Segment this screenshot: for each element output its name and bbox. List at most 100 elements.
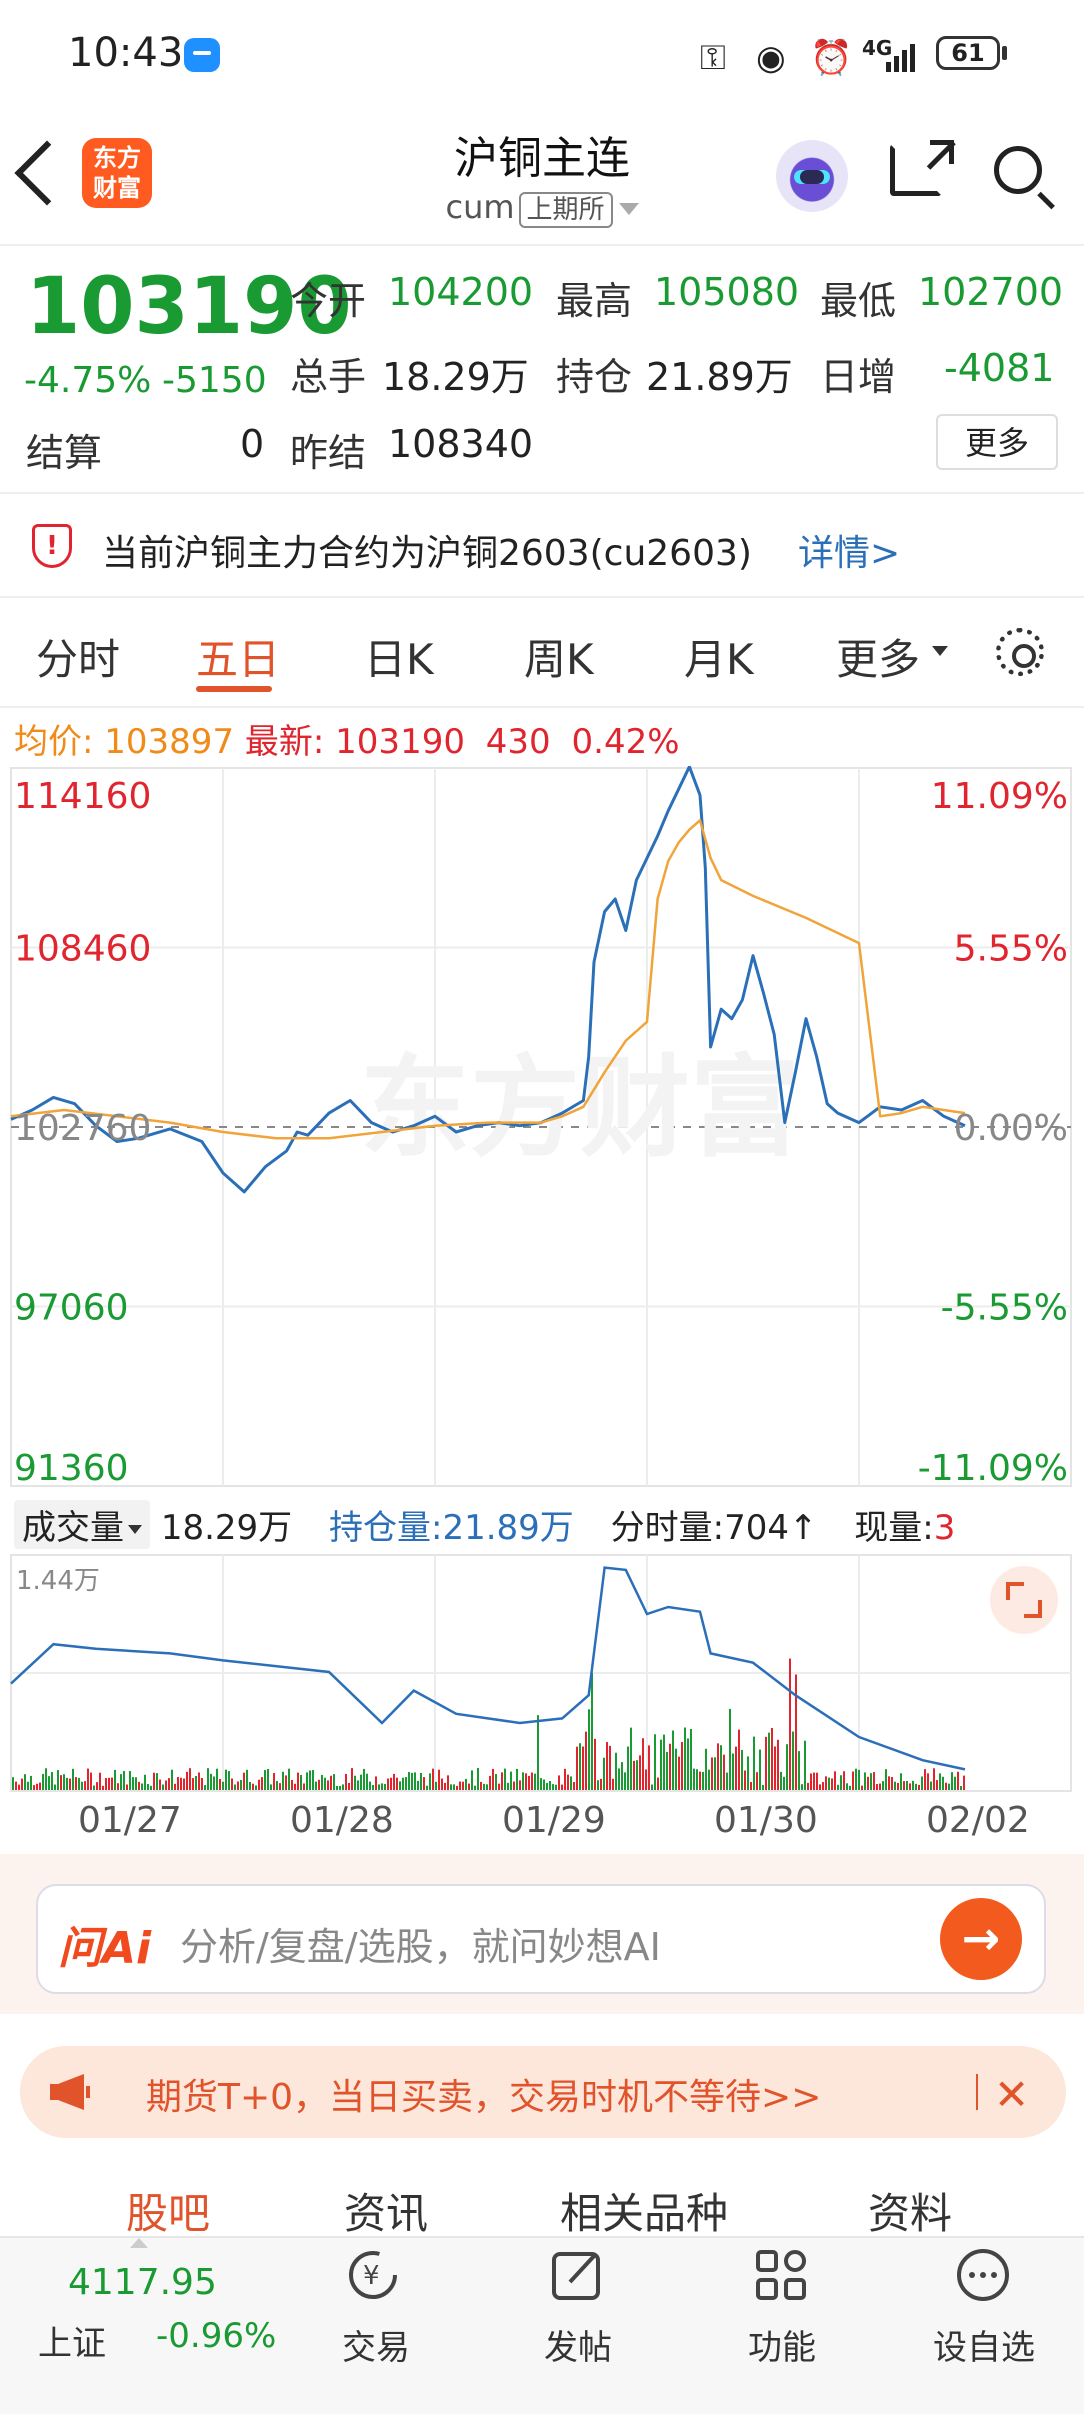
volume-bar — [573, 1782, 575, 1790]
volume-bar — [45, 1768, 47, 1790]
avg-label: 均价: — [14, 722, 94, 762]
ai-robot-icon[interactable] — [776, 140, 848, 212]
ai-input-placeholder[interactable]: 分析/复盘/选股，就问妙想AI — [180, 1925, 661, 1969]
volume-bar — [42, 1773, 44, 1790]
volume-bar — [729, 1708, 731, 1790]
nav-trade-label[interactable]: 交易 — [342, 2328, 410, 2368]
volume-selector[interactable]: 成交量 — [14, 1500, 150, 1549]
volume-bar — [942, 1776, 944, 1790]
y-left-tick-label: 102760 — [14, 1108, 151, 1149]
chevron-down-icon — [932, 646, 948, 656]
volume-bar — [921, 1776, 923, 1790]
tab-profile[interactable]: 资料 — [868, 2189, 953, 2238]
volume-bar — [510, 1771, 512, 1790]
volume-bar — [756, 1772, 758, 1790]
tab-weekly-k[interactable]: 周K — [524, 635, 594, 684]
search-icon[interactable] — [994, 146, 1042, 194]
volume-bar — [957, 1771, 959, 1790]
volume-bar — [813, 1772, 815, 1790]
nav-functions-label[interactable]: 功能 — [748, 2328, 816, 2368]
volume-bar — [54, 1784, 56, 1790]
tab-five-day[interactable]: 五日 — [196, 635, 281, 684]
volume-bar — [30, 1775, 32, 1790]
promo-text[interactable]: 期货T+0，当日买卖，交易时机不等待>> — [146, 2077, 822, 2118]
more-circle-icon[interactable] — [954, 2246, 1012, 2304]
tab-news[interactable]: 资讯 — [344, 2189, 429, 2238]
tab-daily-k[interactable]: 日K — [364, 635, 434, 684]
volume-bar — [591, 1672, 593, 1790]
close-icon[interactable]: ✕ — [994, 2070, 1030, 2119]
nav-watchlist-label[interactable]: 设自选 — [933, 2328, 1035, 2368]
contract-subtitle[interactable]: cum 上期所 — [342, 188, 742, 228]
volume-bar — [684, 1727, 686, 1790]
volume-bar — [258, 1779, 260, 1790]
volume-bar — [771, 1727, 773, 1790]
volume-bar — [153, 1772, 155, 1790]
tab-monthly-k[interactable]: 月K — [684, 635, 754, 684]
share-arrow-head — [930, 140, 954, 164]
volume-bar — [192, 1778, 194, 1790]
volume-bar — [69, 1778, 71, 1790]
volume-bar — [276, 1781, 278, 1790]
grid-icon[interactable] — [752, 2246, 810, 2304]
tab-guba[interactable]: 股吧 — [126, 2189, 211, 2238]
index-value[interactable]: 4117.95 — [68, 2262, 217, 2303]
volume-bar — [738, 1729, 740, 1790]
volume-bar — [714, 1757, 716, 1790]
volume-bar — [690, 1728, 692, 1790]
tab-more[interactable]: 更多 — [836, 635, 921, 684]
volume-bar — [804, 1740, 806, 1790]
index-name[interactable]: 上证 — [38, 2324, 106, 2364]
volume-bar — [417, 1780, 419, 1790]
volume-bars — [12, 1658, 965, 1790]
volume-bar — [618, 1768, 620, 1790]
volume-grid — [10, 1554, 1072, 1792]
tab-related[interactable]: 相关品种 — [560, 2189, 729, 2238]
ai-search-box[interactable] — [36, 1884, 1046, 1994]
open-value: 104200 — [388, 270, 534, 314]
volume-bar — [450, 1784, 452, 1790]
arrow-right-icon[interactable]: → — [940, 1898, 1022, 1980]
price-chart[interactable]: 东方财富 114160 11.09%108460 5.55%102760 0.00%9… — [10, 766, 1074, 1496]
more-button[interactable]: 更多 — [936, 414, 1058, 470]
tab-intraday[interactable]: 分时 — [36, 635, 121, 684]
nav-post-label[interactable]: 发帖 — [544, 2328, 612, 2368]
gear-icon[interactable] — [996, 628, 1044, 676]
back-icon[interactable] — [14, 140, 80, 206]
volume-bar — [831, 1778, 833, 1790]
chevron-down-icon — [128, 1525, 142, 1534]
volume-bar — [579, 1743, 581, 1790]
yuan-exchange-icon[interactable]: ¥ — [344, 2246, 402, 2304]
volume-chart[interactable] — [10, 1554, 1074, 1794]
open-interest-series — [10, 1566, 966, 1771]
volume-selector-label: 成交量 — [22, 1508, 124, 1548]
volume-max-label: 1.44万 — [16, 1566, 100, 1596]
index-change[interactable]: -0.96% — [156, 2316, 277, 2356]
volume-bar — [489, 1775, 491, 1790]
date-label: 01/30 — [714, 1800, 818, 1841]
volume-label: 总手 — [290, 355, 367, 399]
megaphone-icon — [50, 2074, 90, 2110]
volume-bar — [189, 1768, 191, 1790]
volume-bar — [654, 1734, 656, 1790]
open-interest-value: 21.89万 — [442, 1508, 574, 1548]
volume-bar — [306, 1772, 308, 1790]
expand-icon[interactable] — [990, 1566, 1058, 1634]
volume-bar — [603, 1757, 605, 1790]
edit-icon[interactable] — [548, 2246, 606, 2304]
promo-banner[interactable] — [20, 2046, 1066, 2138]
volume-bar — [645, 1769, 647, 1790]
y-right-tick-label: 5.55% — [954, 929, 1068, 970]
open-interest-label: 持仓 — [556, 355, 633, 399]
volume-bar — [357, 1780, 359, 1790]
volume-bar — [429, 1773, 431, 1790]
volume-bar — [141, 1783, 143, 1790]
brand-logo[interactable]: 东方 财富 — [82, 138, 152, 208]
notice-details-link[interactable]: 详情> — [798, 533, 901, 574]
volume-bar — [543, 1779, 545, 1790]
volume-bar — [255, 1785, 257, 1790]
volume-bar — [912, 1780, 914, 1790]
volume-bar — [567, 1774, 569, 1790]
divider — [0, 492, 1084, 494]
share-icon[interactable] — [890, 144, 942, 196]
